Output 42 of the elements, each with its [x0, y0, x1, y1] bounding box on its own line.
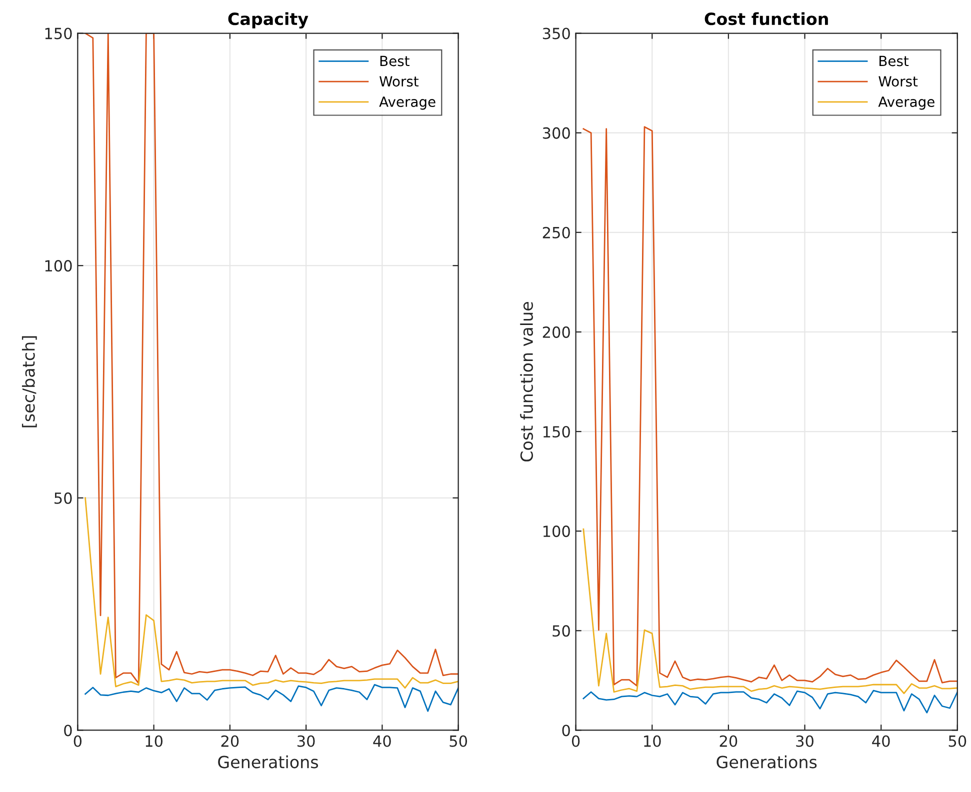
line-series [582, 528, 958, 694]
y-tick-label: 350 [542, 28, 570, 40]
x-tick-label: 0 [74, 735, 82, 747]
y-tick-label: 200 [542, 326, 570, 338]
y-axis-title: [sec/batch] [22, 336, 37, 428]
line-series [582, 126, 958, 687]
legend-label: Best [380, 56, 410, 66]
y-tick-label: 50 [54, 492, 72, 504]
legend-label: Worst [380, 76, 419, 87]
y-tick-label: 150 [45, 28, 72, 40]
x-tick-label: 50 [948, 735, 966, 747]
line-series [582, 690, 958, 714]
x-tick-label: 50 [450, 735, 468, 747]
x-axis-title: Generations [716, 755, 817, 768]
x-tick-label: 40 [872, 735, 890, 747]
y-tick-label: 150 [543, 426, 570, 438]
y-tick-label: 100 [543, 526, 570, 538]
line-series [84, 497, 458, 689]
y-tick-label: 100 [45, 260, 72, 272]
chart-title: Capacity [228, 12, 308, 29]
line-series [84, 33, 458, 684]
x-tick-label: 0 [572, 735, 580, 747]
legend-label: Best [880, 56, 909, 66]
x-tick-label: 20 [221, 735, 239, 747]
legend-label: Average [379, 96, 436, 110]
legend-label: Worst [878, 76, 918, 87]
chart-title: Cost function [704, 12, 828, 26]
y-tick-label: 0 [64, 724, 72, 736]
x-tick-label: 30 [796, 735, 814, 747]
y-tick-label: 300 [542, 127, 570, 139]
x-tick-label: 30 [298, 735, 315, 747]
x-tick-label: 10 [644, 735, 661, 747]
x-tick-label: 10 [146, 735, 163, 747]
y-axis-title: Cost function value [520, 302, 533, 462]
x-tick-label: 20 [720, 735, 738, 747]
y-tick-label: 0 [562, 724, 570, 736]
line-series [84, 684, 458, 712]
y-tick-label: 250 [542, 226, 570, 238]
y-tick-label: 50 [552, 625, 570, 637]
x-axis-title: Generations [218, 755, 318, 768]
x-tick-label: 40 [373, 735, 391, 747]
legend-label: Average [878, 96, 934, 110]
